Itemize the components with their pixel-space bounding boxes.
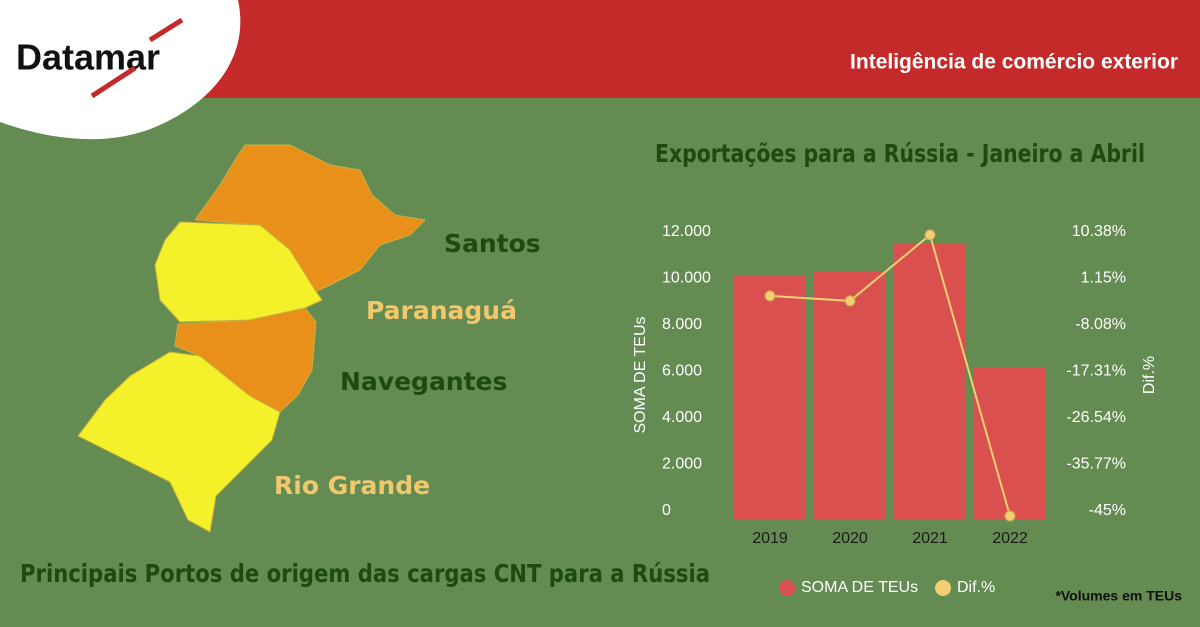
bar (734, 275, 806, 520)
legend-label: Dif.% (957, 579, 995, 596)
brand: Datamar (16, 37, 160, 78)
y2-tick-label: -8.08% (1075, 316, 1126, 333)
chart-title: Exportações para a Rússia - Janeiro a Ab… (655, 139, 1145, 168)
footer-title: Principais Portos de origem das cargas C… (20, 559, 710, 588)
legend-marker (779, 580, 795, 596)
y-tick-label: 2.000 (662, 456, 702, 473)
x-tick-label: 2021 (912, 530, 948, 547)
bar (894, 242, 966, 520)
bar (974, 366, 1046, 520)
line-point (764, 290, 776, 302)
map (77, 144, 427, 533)
logo-mark (90, 17, 184, 99)
state-sp (194, 144, 427, 293)
y-tick-label: 6.000 (662, 363, 702, 380)
line-point (844, 295, 856, 307)
legend-marker (935, 580, 951, 596)
x-tick-label: 2019 (752, 530, 788, 547)
line-point (1004, 510, 1016, 522)
port-label: Rio Grande (274, 471, 430, 500)
state-sc (174, 307, 317, 413)
y2-tick-label: -26.54% (1066, 409, 1126, 426)
tagline: Inteligência de comércio exterior (850, 51, 1178, 74)
y2-tick-label: -45% (1089, 502, 1126, 519)
note: *Volumes em TEUs (1055, 588, 1182, 604)
logo-area (0, 0, 241, 140)
y2-tick-label: -35.77% (1066, 456, 1126, 473)
state-rs (77, 351, 281, 533)
y2-axis-title: Dif.% (1141, 356, 1158, 394)
port-label: Santos (444, 229, 541, 258)
line-point (924, 229, 936, 241)
y2-tick-label: -17.31% (1066, 363, 1126, 380)
y-tick-label: 12.000 (662, 223, 711, 240)
y-tick-label: 8.000 (662, 316, 702, 333)
y2-tick-label: 10.38% (1072, 223, 1126, 240)
y-tick-label: 0 (662, 502, 671, 519)
port-label: Navegantes (340, 367, 507, 396)
y2-tick-label: 1.15% (1081, 270, 1126, 287)
y-tick-label: 4.000 (662, 409, 702, 426)
bar (814, 271, 886, 520)
x-tick-label: 2022 (992, 530, 1028, 547)
line (769, 233, 1011, 517)
y-axis-title: SOMA DE TEUs (632, 316, 649, 433)
x-tick-label: 2020 (832, 530, 868, 547)
y-tick-label: 10.000 (662, 270, 711, 287)
port-label: Paranaguá (366, 296, 517, 325)
legend-label: SOMA DE TEUs (801, 579, 918, 596)
